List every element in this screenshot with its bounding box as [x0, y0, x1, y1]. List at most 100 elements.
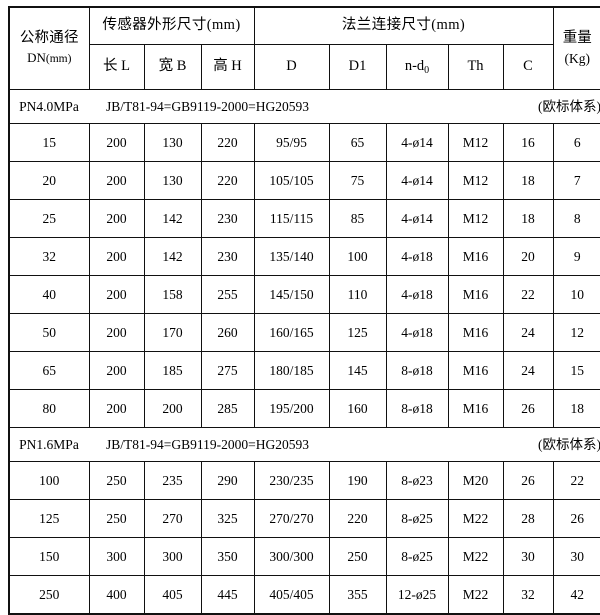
cell-flange-d1: 220	[329, 500, 386, 538]
cell-flange-c: 18	[503, 200, 553, 238]
cell-weight: 12	[553, 314, 600, 352]
cell-flange-c: 20	[503, 238, 553, 276]
cell-width: 235	[144, 462, 201, 500]
cell-bolt-holes: 8-ø25	[386, 500, 448, 538]
cell-width: 200	[144, 390, 201, 428]
header-weight-unit: (Kg)	[554, 51, 600, 67]
cell-flange-d: 105/105	[254, 162, 329, 200]
section-pressure-rating: PN1.6MPa	[10, 437, 88, 453]
cell-weight: 7	[553, 162, 600, 200]
cell-flange-d1: 110	[329, 276, 386, 314]
cell-width: 142	[144, 200, 201, 238]
cell-bolt-holes: 4-ø18	[386, 276, 448, 314]
cell-height: 445	[201, 576, 254, 615]
header-height-label: 高 H	[213, 58, 242, 74]
cell-height: 220	[201, 162, 254, 200]
cell-thread: M22	[448, 500, 503, 538]
cell-flange-d: 230/235	[254, 462, 329, 500]
cell-flange-d1: 190	[329, 462, 386, 500]
cell-dn: 250	[9, 576, 89, 615]
cell-thread: M16	[448, 238, 503, 276]
cell-height: 275	[201, 352, 254, 390]
cell-width: 270	[144, 500, 201, 538]
header-bolt-holes: n-d0	[386, 45, 448, 90]
header-group-flange-dimensions: 法兰连接尺寸(mm)	[254, 7, 553, 45]
cell-dn: 25	[9, 200, 89, 238]
cell-weight: 10	[553, 276, 600, 314]
header-flange-d1: D1	[329, 45, 386, 90]
cell-bolt-holes: 4-ø14	[386, 200, 448, 238]
cell-bolt-holes: 4-ø18	[386, 314, 448, 352]
cell-flange-c: 24	[503, 352, 553, 390]
cell-flange-d: 195/200	[254, 390, 329, 428]
cell-width: 405	[144, 576, 201, 615]
cell-length: 200	[89, 390, 144, 428]
cell-flange-c: 16	[503, 124, 553, 162]
cell-flange-d: 270/270	[254, 500, 329, 538]
cell-flange-d: 145/150	[254, 276, 329, 314]
cell-flange-d1: 65	[329, 124, 386, 162]
cell-flange-c: 32	[503, 576, 553, 615]
header-thread: Th	[448, 45, 503, 90]
header-dn-abbr: DN	[27, 50, 46, 65]
header-row-columns: 长 L 宽 B 高 H D D1 n-d0 Th C	[9, 45, 600, 90]
cell-height: 290	[201, 462, 254, 500]
cell-height: 350	[201, 538, 254, 576]
header-flange-d-label: D	[286, 58, 296, 74]
cell-length: 200	[89, 314, 144, 352]
header-dn-unit: (mm)	[46, 53, 72, 65]
cell-thread: M22	[448, 576, 503, 615]
header-nominal-diameter: 公称通径 DN(mm)	[9, 7, 89, 90]
cell-flange-c: 28	[503, 500, 553, 538]
header-bolt-holes-base: n-d	[405, 58, 424, 74]
cell-thread: M12	[448, 162, 503, 200]
header-width: 宽 B	[144, 45, 201, 90]
cell-flange-d: 95/95	[254, 124, 329, 162]
cell-flange-d: 160/165	[254, 314, 329, 352]
cell-dn: 50	[9, 314, 89, 352]
cell-weight: 15	[553, 352, 600, 390]
cell-weight: 26	[553, 500, 600, 538]
cell-length: 250	[89, 462, 144, 500]
section-banner-row: PN1.6MPa JB/T81-94=GB9119-2000=HG20593 (欧标…	[9, 428, 600, 462]
cell-dn: 65	[9, 352, 89, 390]
cell-bolt-holes: 8-ø18	[386, 390, 448, 428]
cell-flange-d1: 125	[329, 314, 386, 352]
cell-bolt-holes: 4-ø14	[386, 124, 448, 162]
cell-bolt-holes: 8-ø23	[386, 462, 448, 500]
cell-dn: 32	[9, 238, 89, 276]
cell-thread: M16	[448, 390, 503, 428]
cell-length: 200	[89, 276, 144, 314]
cell-weight: 42	[553, 576, 600, 615]
cell-length: 200	[89, 162, 144, 200]
cell-thread: M20	[448, 462, 503, 500]
header-group-flange-label: 法兰连接尺寸(mm)	[342, 17, 465, 33]
cell-height: 230	[201, 200, 254, 238]
header-flange-d: D	[254, 45, 329, 90]
section-system-note: (欧标体系)	[538, 99, 600, 115]
section-standard-code: JB/T81-94=GB9119-2000=HG20593	[106, 437, 309, 453]
cell-bolt-holes: 12-ø25	[386, 576, 448, 615]
section-banner-content: PN1.6MPa JB/T81-94=GB9119-2000=HG20593 (欧标…	[10, 437, 600, 453]
cell-flange-c: 18	[503, 162, 553, 200]
cell-flange-d1: 85	[329, 200, 386, 238]
cell-height: 255	[201, 276, 254, 314]
cell-length: 300	[89, 538, 144, 576]
cell-width: 142	[144, 238, 201, 276]
spec-sheet: 公称通径 DN(mm) 传感器外形尺寸(mm) 法兰连接尺寸(mm) 重量 (K…	[0, 0, 600, 590]
header-flange-d1-label: D1	[349, 58, 367, 74]
cell-bolt-holes: 8-ø25	[386, 538, 448, 576]
section-system-note: (欧标体系)	[538, 437, 600, 453]
